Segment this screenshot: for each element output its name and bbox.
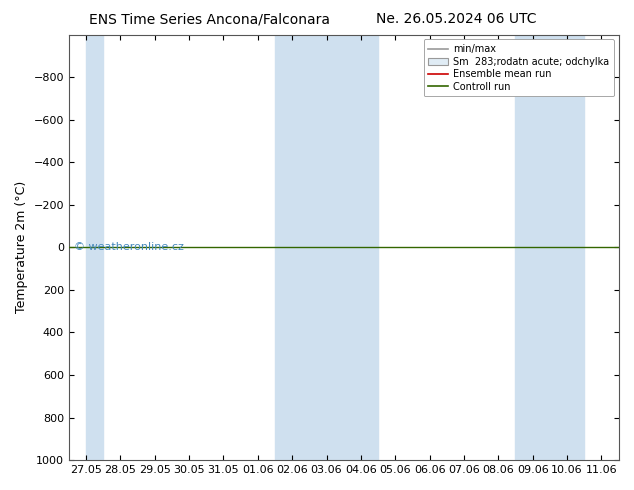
Bar (275, 35, 378, 460)
Legend: min/max, Sm  283;rodatn acute; odchylka, Ensemble mean run, Controll run: min/max, Sm 283;rodatn acute; odchylka, … (424, 40, 614, 97)
Bar (86, 35, 103, 460)
Bar (515, 35, 584, 460)
Y-axis label: Temperature 2m (°C): Temperature 2m (°C) (15, 181, 28, 314)
Text: Ne. 26.05.2024 06 UTC: Ne. 26.05.2024 06 UTC (376, 12, 537, 26)
Text: © weatheronline.cz: © weatheronline.cz (74, 243, 184, 252)
Text: ENS Time Series Ancona/Falconara: ENS Time Series Ancona/Falconara (89, 12, 330, 26)
